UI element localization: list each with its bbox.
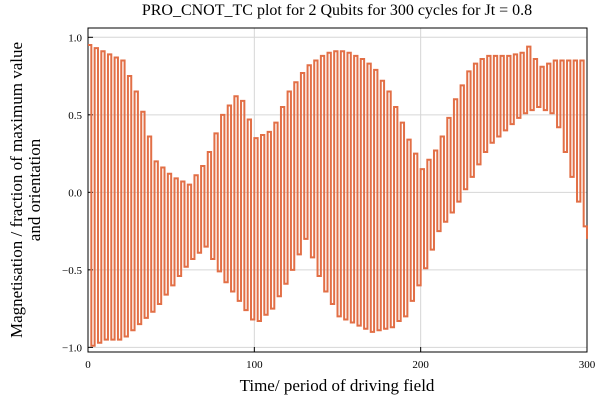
y-tick-label: 0.0 [68,187,82,199]
x-tick-label: 100 [246,359,263,371]
y-tick-label: −0.5 [62,265,82,277]
data-line [88,44,588,347]
y-axis-label: Magnetisation / fraction of maximum valu… [7,42,26,338]
x-axis-label: Time/ period of driving field [240,376,435,395]
x-tick-label: 200 [412,359,429,371]
chart-title: PRO_CNOT_TC plot for 2 Qubits for 300 cy… [142,2,532,19]
y-axis-label: and orientation [25,138,44,241]
y-tick-label: −1.0 [62,342,82,354]
y-tick-label: 1.0 [68,32,82,44]
plot-frame [87,27,588,353]
y-tick-label: 0.5 [68,110,82,122]
x-tick-label: 0 [85,359,91,371]
x-tick-label: 300 [579,359,596,371]
